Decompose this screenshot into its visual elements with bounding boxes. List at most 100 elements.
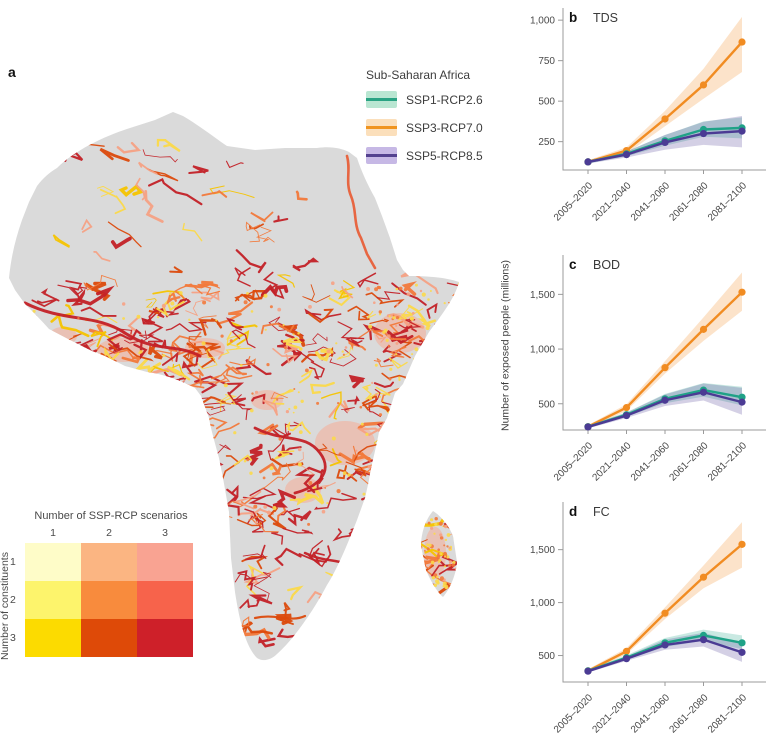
data-point-SSP1-RCP2.6 bbox=[738, 393, 746, 401]
x-tick-label: 2041–2060 bbox=[629, 180, 672, 223]
data-point-SSP3-RCP7.0 bbox=[699, 325, 708, 333]
x-tick-label: 2041–2060 bbox=[629, 692, 672, 735]
matrix-row-3: 3 bbox=[10, 632, 16, 644]
uncertainty-band-SSP3-RCP7.0 bbox=[588, 16, 742, 164]
panel-a-label: a bbox=[8, 64, 16, 80]
data-point-SSP3-RCP7.0 bbox=[738, 38, 746, 46]
matrix-row-2: 2 bbox=[10, 594, 16, 606]
data-point-SSP3-RCP7.0 bbox=[661, 609, 669, 617]
legend-entry-ssp1: SSP1-RCP2.6 bbox=[366, 91, 483, 108]
y-tick-label: 1,500 bbox=[530, 545, 555, 556]
ssp3-label: SSP3-RCP7.0 bbox=[406, 120, 483, 135]
x-tick-label: 2061–2080 bbox=[667, 180, 710, 223]
y-tick-label: 1,500 bbox=[530, 290, 555, 301]
x-tick-label: 2021–2040 bbox=[590, 692, 633, 735]
ssp3-swatch bbox=[366, 119, 397, 136]
data-point-SSP5-RCP8.5 bbox=[584, 423, 592, 431]
data-point-SSP5-RCP8.5 bbox=[699, 388, 708, 396]
ssp5-swatch bbox=[366, 147, 397, 164]
x-tick-label: 2005–2020 bbox=[552, 180, 595, 223]
data-point-SSP5-RCP8.5 bbox=[622, 655, 631, 663]
legend-entry-ssp3: SSP3-RCP7.0 bbox=[366, 119, 483, 136]
africa-landmass bbox=[9, 112, 459, 661]
matrix-col-3: 3 bbox=[162, 527, 168, 539]
data-point-SSP5-RCP8.5 bbox=[661, 641, 669, 649]
axis-lines bbox=[562, 255, 766, 431]
data-point-SSP3-RCP7.0 bbox=[738, 288, 746, 296]
matrix-color-grid bbox=[25, 543, 193, 657]
data-point-SSP3-RCP7.0 bbox=[622, 403, 631, 412]
y-tick-label: 250 bbox=[538, 137, 555, 148]
y-tick-label: 750 bbox=[538, 56, 555, 67]
ssp1-swatch bbox=[366, 91, 397, 108]
x-tick-label: 2041–2060 bbox=[629, 440, 672, 483]
matrix-cell bbox=[25, 543, 81, 581]
panel-letter: b bbox=[569, 10, 577, 25]
scenario-legend-title: Sub-Saharan Africa bbox=[366, 68, 471, 82]
data-point-SSP3-RCP7.0 bbox=[699, 81, 708, 89]
chart-title: BOD bbox=[593, 258, 620, 272]
chart-bod: 500 1,000 1,500 2005–2020 2021–2040 2041–2060… bbox=[505, 247, 768, 490]
matrix-cell bbox=[25, 581, 81, 619]
chart-canvas-fc: 500 1,000 1,500 2005–20202021–20402041–2060… bbox=[530, 502, 766, 736]
data-point-SSP3-RCP7.0 bbox=[738, 540, 746, 548]
ssp1-label: SSP1-RCP2.6 bbox=[406, 92, 483, 107]
data-point-SSP5-RCP8.5 bbox=[738, 127, 746, 135]
x-tick-label: 2005–2020 bbox=[552, 692, 595, 735]
panel-letter: d bbox=[569, 504, 577, 519]
axis-lines bbox=[562, 502, 766, 683]
matrix-cell bbox=[25, 619, 81, 657]
matrix-col-2: 2 bbox=[106, 527, 112, 539]
x-tick-label: 2005–2020 bbox=[552, 440, 595, 483]
axis-lines bbox=[562, 8, 766, 171]
chart-canvas-bod: 500 1,000 1,500 2005–20202021–20402041–2060… bbox=[530, 255, 766, 484]
ssp5-label: SSP5-RCP8.5 bbox=[406, 148, 483, 163]
data-point-SSP5-RCP8.5 bbox=[622, 151, 631, 159]
matrix-cell bbox=[81, 581, 137, 619]
data-point-SSP3-RCP7.0 bbox=[622, 647, 631, 655]
x-tick-label: 2021–2040 bbox=[590, 440, 633, 483]
data-point-SSP5-RCP8.5 bbox=[661, 138, 669, 147]
x-tick-label: 2021–2040 bbox=[590, 180, 633, 223]
legend-entry-ssp5: SSP5-RCP8.5 bbox=[366, 147, 483, 164]
chart-canvas-tds: 250 500 750 1,000 2005–20202021–20402041–206… bbox=[530, 8, 766, 224]
matrix-cell bbox=[137, 619, 193, 657]
data-point-SSP5-RCP8.5 bbox=[699, 636, 708, 644]
matrix-cell bbox=[81, 619, 137, 657]
data-point-SSP5-RCP8.5 bbox=[584, 158, 592, 166]
x-tick-label: 2061–2080 bbox=[667, 692, 710, 735]
data-point-SSP5-RCP8.5 bbox=[738, 398, 746, 406]
data-point-SSP3-RCP7.0 bbox=[699, 573, 708, 581]
data-point-SSP5-RCP8.5 bbox=[622, 411, 631, 420]
matrix-col-1: 1 bbox=[50, 527, 56, 539]
matrix-cell bbox=[137, 581, 193, 619]
matrix-cell bbox=[81, 543, 137, 581]
y-tick-label: 1,000 bbox=[530, 345, 555, 356]
data-point-SSP5-RCP8.5 bbox=[661, 396, 669, 404]
matrix-row-axis-label: Number of constituents bbox=[0, 552, 11, 660]
x-tick-label: 2081–2100 bbox=[706, 440, 749, 483]
data-point-SSP3-RCP7.0 bbox=[661, 364, 669, 372]
chart-title: FC bbox=[593, 505, 610, 519]
y-tick-label: 500 bbox=[538, 651, 555, 662]
panel-letter: c bbox=[569, 257, 577, 272]
data-point-SSP3-RCP7.0 bbox=[661, 115, 669, 123]
x-tick-label: 2081–2100 bbox=[706, 692, 749, 735]
chart-fc: 500 1,000 1,500 2005–2020 2021–2040 2041–2060… bbox=[505, 494, 768, 741]
y-tick-label: 1,000 bbox=[530, 16, 555, 27]
x-tick-label: 2081–2100 bbox=[706, 180, 749, 223]
uncertainty-band-SSP5-RCP8.5 bbox=[588, 383, 742, 429]
matrix-row-1: 1 bbox=[10, 556, 16, 568]
matrix-legend-title: Number of SSP-RCP scenarios bbox=[34, 510, 188, 522]
x-tick-label: 2061–2080 bbox=[667, 440, 710, 483]
data-point-SSP1-RCP2.6 bbox=[738, 639, 746, 647]
y-tick-label: 1,000 bbox=[530, 598, 555, 609]
chart-tds: 250 500 750 1,000 2005–2020 2021–2040 2041–206… bbox=[505, 0, 768, 240]
data-point-SSP5-RCP8.5 bbox=[738, 648, 746, 656]
y-tick-label: 500 bbox=[538, 399, 555, 410]
data-point-SSP5-RCP8.5 bbox=[584, 667, 592, 675]
chart-title: TDS bbox=[593, 11, 618, 25]
matrix-row-headers: 1 2 3 bbox=[10, 543, 16, 657]
matrix-column-headers: 1 2 3 bbox=[25, 527, 193, 539]
